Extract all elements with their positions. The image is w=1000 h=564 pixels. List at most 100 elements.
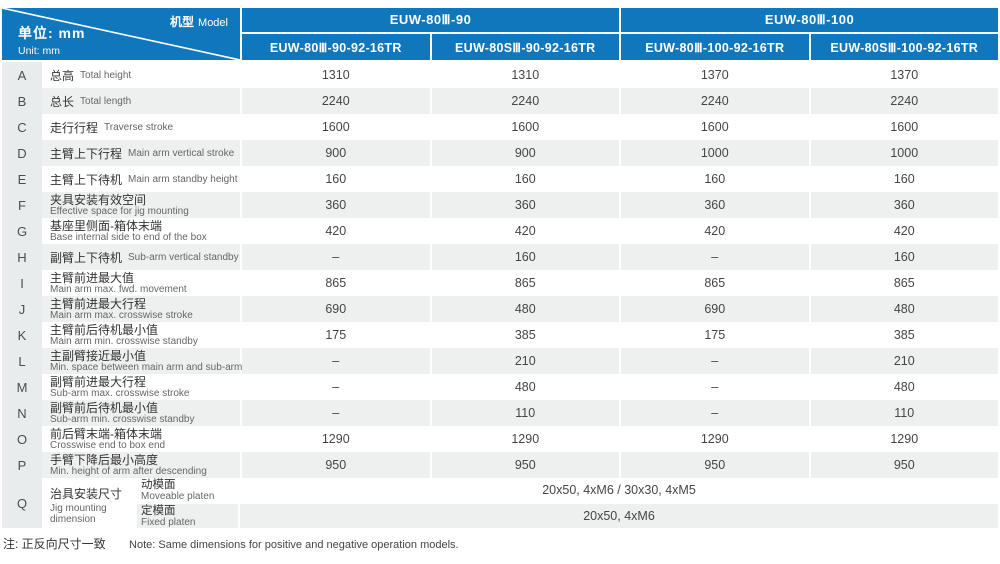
row-values: 175 385 175 385 <box>242 322 998 348</box>
value-cell: 1290 <box>431 426 619 452</box>
row-label-zh: 手臂下降后最小高度 <box>50 452 159 467</box>
value-cell: 210 <box>431 348 619 374</box>
row-label: 主臂前进最大行程 Main arm max. crosswise stroke <box>42 296 240 322</box>
value-cell: 1000 <box>810 140 998 166</box>
model-label-zh: 机型 <box>170 15 195 29</box>
row-label: 主臂前进最大值 Main arm max. fwd. movement <box>42 270 240 296</box>
table-row: K 主臂前后待机最小值 Main arm min. crosswise stan… <box>2 322 998 348</box>
table-row: M 副臂前进最大行程 Sub-arm max. crosswise stroke… <box>2 374 998 400</box>
value-cell: – <box>621 400 809 426</box>
value-cell: 1370 <box>810 62 998 88</box>
row-key: Q <box>2 478 42 528</box>
row-label: 总高 Total height <box>42 62 240 88</box>
row-label-en: Main arm min. crosswise standby <box>50 335 198 347</box>
table-row: H 副臂上下待机 Sub-arm vertical standby –160–1… <box>2 244 998 270</box>
platen-label-en: Fixed platen <box>141 516 196 528</box>
row-key: B <box>2 88 42 114</box>
row-label-zh: 副臂前进最大行程 <box>50 374 147 389</box>
row-values: –160–160 <box>242 244 998 270</box>
row-key: A <box>2 62 42 88</box>
row-label-en: Min. height of arm after descending <box>50 465 207 477</box>
row-label: 主臂前后待机最小值 Main arm min. crosswise standb… <box>42 322 240 348</box>
platen-label: 动模面 Moveable platen <box>137 478 238 502</box>
value-cell: 865 <box>431 270 619 296</box>
value-cell: 865 <box>621 270 809 296</box>
row-key: M <box>2 374 42 400</box>
table-row: D 主臂上下行程 Main arm vertical stroke 900 900… <box>2 140 998 166</box>
value-cell: 690 <box>621 296 809 322</box>
row-values: 160 160 160 160 <box>242 166 998 192</box>
value-cell: 1600 <box>242 114 430 140</box>
value-cell: 160 <box>621 166 809 192</box>
value-cell: 1290 <box>621 426 809 452</box>
row-label-en: Sub-arm vertical standby <box>128 251 239 263</box>
value-cell: 2240 <box>431 88 619 114</box>
value-cell: 20x50, 4xM6 / 30x30, 4xM5 <box>240 478 998 502</box>
model-label-en: Model <box>198 17 228 29</box>
table-row: E 主臂上下待机 Main arm standby height 160 160 1… <box>2 166 998 192</box>
jig-subrow-fixed: 定模面 Fixed platen 20x50, 4xM6 <box>137 504 998 528</box>
model-columns-header: EUW-80Ⅲ-90 EUW-80Ⅲ-100 EUW-80Ⅲ-90-92-16T… <box>242 8 998 60</box>
spec-sheet: 机型 Model 单位: mm Unit: mm EUW-80Ⅲ-90 EUW-8… <box>2 8 998 552</box>
value-cell: 480 <box>810 296 998 322</box>
value-cell: 865 <box>810 270 998 296</box>
value-cell: 2240 <box>810 88 998 114</box>
row-label-zh: 前后臂末端-箱体末端 <box>50 426 162 441</box>
value-cell: 360 <box>431 192 619 218</box>
value-cell: 480 <box>431 374 619 400</box>
value-cell: 420 <box>431 218 619 244</box>
row-label-zh: 走行行程 <box>50 120 99 135</box>
row-label-en: Total length <box>80 95 132 107</box>
table-row: J 主臂前进最大行程 Main arm max. crosswise strok… <box>2 296 998 322</box>
footnote-en: Note: Same dimensions for positive and n… <box>129 539 459 551</box>
value-cell: 175 <box>242 322 430 348</box>
value-cell: 360 <box>621 192 809 218</box>
row-label-en: Traverse stroke <box>104 121 174 133</box>
row-label: 手臂下降后最小高度 Min. height of arm after desce… <box>42 452 240 478</box>
table-row: L 主副臂接近最小值 Min. space between main arm a… <box>2 348 998 374</box>
row-values: 950 950 950 950 <box>242 452 998 478</box>
model-group-header-1: EUW-80Ⅲ-90 <box>242 8 619 32</box>
row-key: K <box>2 322 42 348</box>
value-cell: 385 <box>431 322 619 348</box>
row-values: 420 420 420 420 <box>242 218 998 244</box>
value-cell: 160 <box>431 244 619 270</box>
value-cell: 865 <box>242 270 430 296</box>
row-label-en: Crosswise end to box end <box>50 439 166 451</box>
table-row: N 副臂前后待机最小值 Sub-arm min. crosswise stand… <box>2 400 998 426</box>
value-cell: 360 <box>242 192 430 218</box>
row-key: I <box>2 270 42 296</box>
row-label-en: Min. space between main arm and sub-arm <box>50 361 243 373</box>
value-cell: 1290 <box>810 426 998 452</box>
table-row: I 主臂前进最大值 Main arm max. fwd. movement 86… <box>2 270 998 296</box>
value-cell: 110 <box>431 400 619 426</box>
row-key: H <box>2 244 42 270</box>
footnote: 注: 正反向尺寸一致 Note: Same dimensions for pos… <box>2 535 998 552</box>
value-cell: 480 <box>431 296 619 322</box>
row-label-zh: 主臂上下待机 <box>50 172 123 187</box>
model-column-header-2: EUW-80SⅢ-90-92-16TR <box>431 34 619 60</box>
row-label-zh: 主臂前进最大值 <box>50 270 135 285</box>
corner-cell: 机型 Model 单位: mm Unit: mm <box>2 8 240 60</box>
row-key: F <box>2 192 42 218</box>
row-values: –480–480 <box>242 374 998 400</box>
footnote-zh: 注: 正反向尺寸一致 <box>3 537 106 551</box>
value-cell: 420 <box>810 218 998 244</box>
value-cell: – <box>242 244 430 270</box>
row-key: O <box>2 426 42 452</box>
table-header: 机型 Model 单位: mm Unit: mm EUW-80Ⅲ-90 EUW-8… <box>2 8 998 60</box>
value-cell: 360 <box>810 192 998 218</box>
platen-label-zh: 定模面 <box>141 504 176 517</box>
diagonal-divider-line <box>2 8 240 60</box>
row-key: C <box>2 114 42 140</box>
value-cell: 480 <box>810 374 998 400</box>
value-cell: – <box>621 244 809 270</box>
value-cell: 1600 <box>621 114 809 140</box>
value-cell: 1310 <box>242 62 430 88</box>
row-label: 总长 Total length <box>42 88 240 114</box>
row-label-zh: 基座里侧面-箱体末端 <box>50 218 162 233</box>
row-label-en: Main arm max. crosswise stroke <box>50 309 193 321</box>
table-row: F 夹具安装有效空间 Effective space for jig mount… <box>2 192 998 218</box>
row-label-en: Main arm max. fwd. movement <box>50 283 187 295</box>
model-group-header-2: EUW-80Ⅲ-100 <box>621 8 998 32</box>
